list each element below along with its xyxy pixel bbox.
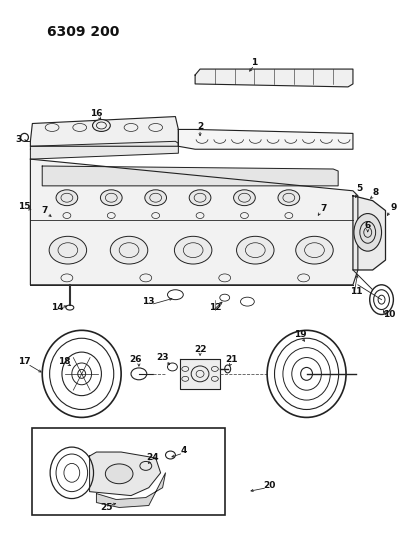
Text: 9: 9 (390, 203, 397, 212)
Polygon shape (31, 141, 178, 159)
Text: 7: 7 (41, 206, 47, 215)
Text: 11: 11 (350, 287, 362, 296)
Text: 25: 25 (100, 503, 113, 512)
Text: 10: 10 (383, 310, 396, 319)
Text: 15: 15 (18, 202, 31, 211)
Text: 3: 3 (16, 135, 22, 144)
Text: 5: 5 (357, 184, 363, 193)
Ellipse shape (174, 236, 212, 264)
Text: 16: 16 (90, 109, 103, 118)
Ellipse shape (73, 124, 86, 132)
Text: 6: 6 (365, 221, 371, 230)
Text: 14: 14 (51, 303, 63, 312)
Ellipse shape (189, 190, 211, 206)
Text: 23: 23 (156, 352, 169, 361)
Text: 12: 12 (208, 303, 221, 312)
Ellipse shape (237, 236, 274, 264)
Text: 19: 19 (294, 330, 307, 339)
Text: 24: 24 (146, 454, 159, 463)
Ellipse shape (296, 236, 333, 264)
Ellipse shape (45, 124, 59, 132)
Text: 18: 18 (58, 357, 70, 366)
Ellipse shape (105, 464, 133, 484)
Polygon shape (31, 117, 178, 146)
Text: 7: 7 (320, 204, 326, 213)
Text: 22: 22 (194, 345, 206, 353)
Text: 8: 8 (373, 188, 379, 197)
Ellipse shape (110, 236, 148, 264)
Ellipse shape (56, 190, 78, 206)
Ellipse shape (124, 124, 138, 132)
Polygon shape (96, 473, 166, 507)
Text: 21: 21 (225, 354, 238, 364)
Text: 26: 26 (130, 354, 142, 364)
Ellipse shape (354, 214, 381, 251)
Ellipse shape (145, 190, 166, 206)
Text: 6309 200: 6309 200 (47, 25, 120, 38)
Text: 17: 17 (18, 357, 31, 366)
Text: 20: 20 (263, 481, 275, 490)
Text: 4: 4 (180, 446, 186, 455)
Ellipse shape (93, 119, 110, 132)
Ellipse shape (278, 190, 300, 206)
Bar (32, 429, 225, 515)
Polygon shape (180, 359, 220, 389)
Text: 13: 13 (142, 297, 155, 306)
Text: 1: 1 (251, 58, 257, 67)
Ellipse shape (49, 236, 86, 264)
Text: 2: 2 (197, 122, 203, 131)
Ellipse shape (234, 190, 255, 206)
Polygon shape (353, 196, 386, 270)
Polygon shape (90, 452, 161, 496)
Ellipse shape (149, 124, 162, 132)
Polygon shape (31, 159, 358, 285)
Polygon shape (178, 130, 353, 149)
Polygon shape (42, 166, 338, 186)
Polygon shape (195, 69, 353, 87)
Ellipse shape (100, 190, 122, 206)
